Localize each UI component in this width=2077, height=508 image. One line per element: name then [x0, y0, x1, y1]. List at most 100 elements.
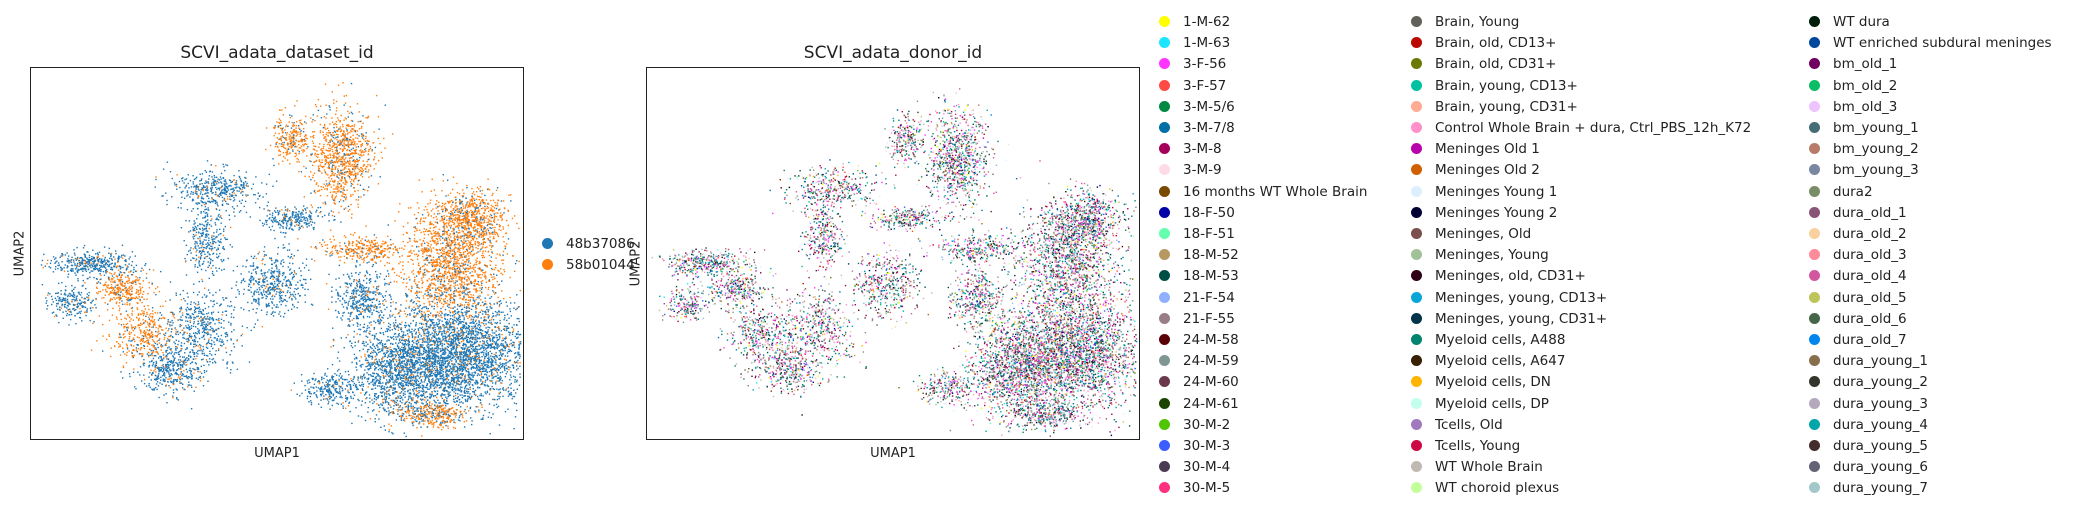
scatter-point: [392, 355, 394, 357]
scatter-point: [390, 367, 392, 369]
scatter-point: [274, 216, 276, 218]
scatter-point: [413, 346, 415, 348]
scatter-point: [415, 303, 418, 305]
panel1-title: SCVI_adata_dataset_id: [30, 43, 524, 63]
scatter-point: [510, 371, 512, 373]
scatter-point: [120, 313, 122, 316]
scatter-point: [384, 355, 386, 357]
scatter-point: [441, 372, 443, 374]
scatter-point: [271, 267, 273, 269]
scatter-point: [336, 402, 338, 404]
scatter-point: [453, 285, 455, 288]
scatter-point: [220, 222, 222, 224]
scatter-point: [413, 342, 415, 344]
scatter-point: [435, 322, 438, 324]
scatter-point: [127, 300, 129, 302]
scatter-point: [217, 178, 219, 180]
scatter-point: [177, 376, 180, 378]
scatter-point: [63, 267, 65, 269]
scatter-point: [453, 298, 455, 300]
scatter-point: [454, 401, 456, 403]
scatter-point: [135, 291, 138, 293]
scatter-point: [485, 352, 487, 354]
scatter-point: [190, 317, 192, 319]
scatter-point: [452, 384, 455, 386]
scatter-point: [220, 241, 222, 244]
scatter-point: [265, 285, 268, 288]
scatter-point: [368, 297, 370, 300]
scatter-point: [364, 148, 366, 151]
scatter-point: [494, 204, 497, 207]
scatter-point: [432, 361, 434, 363]
scatter-point: [135, 276, 137, 278]
scatter-point: [495, 322, 498, 325]
scatter-point: [338, 378, 340, 381]
scatter-point: [228, 179, 231, 181]
scatter-point: [382, 317, 384, 319]
scatter-point: [283, 271, 285, 274]
scatter-point: [190, 247, 192, 249]
scatter-point: [389, 386, 391, 388]
scatter-point: [250, 255, 253, 258]
scatter-point: [500, 353, 502, 355]
scatter-point: [489, 209, 491, 211]
scatter-point: [438, 296, 440, 298]
scatter-point: [128, 290, 130, 292]
scatter-point: [495, 341, 498, 343]
scatter-point: [261, 297, 263, 299]
scatter-point: [145, 263, 147, 265]
scatter-point: [476, 217, 479, 220]
scatter-point: [449, 370, 451, 372]
scatter-point: [222, 246, 225, 248]
scatter-point: [424, 315, 426, 317]
scatter-point: [482, 200, 484, 202]
scatter-point: [423, 423, 425, 425]
scatter-point: [469, 332, 472, 334]
scatter-point: [404, 324, 406, 327]
scatter-point: [492, 245, 494, 247]
scatter-point: [438, 268, 440, 270]
scatter-point: [195, 363, 197, 365]
scatter-point: [204, 287, 206, 289]
scatter-point: [426, 249, 429, 252]
scatter-point: [513, 346, 516, 348]
scatter-point: [203, 210, 205, 213]
scatter-point: [352, 160, 354, 162]
scatter-point: [350, 181, 352, 183]
scatter-point: [467, 306, 469, 308]
scatter-point: [335, 195, 338, 197]
scatter-point: [229, 198, 231, 200]
scatter-point: [501, 280, 503, 282]
scatter-point: [476, 383, 478, 385]
scatter-point: [330, 138, 332, 141]
scatter-point: [167, 319, 169, 321]
scatter-point: [456, 374, 458, 376]
scatter-point: [168, 378, 170, 380]
scatter-point: [206, 230, 209, 232]
scatter-point: [224, 183, 226, 185]
scatter-point: [131, 286, 133, 288]
scatter-point: [351, 319, 353, 321]
scatter-point: [456, 220, 458, 223]
scatter-point: [353, 299, 356, 301]
scatter-point: [488, 280, 491, 282]
scatter-point: [471, 346, 474, 348]
scatter-point: [464, 255, 466, 257]
scatter-point: [113, 287, 115, 289]
scatter-point: [459, 394, 461, 396]
scatter-point: [464, 278, 466, 280]
scatter-point: [321, 245, 323, 248]
scatter-point: [186, 357, 188, 359]
scatter-point: [204, 201, 206, 204]
scatter-point: [345, 251, 347, 253]
scatter-point: [134, 297, 136, 300]
scatter-point: [492, 364, 494, 366]
scatter-point: [433, 189, 436, 191]
scatter-point: [467, 333, 469, 335]
scatter-point: [465, 255, 467, 257]
scatter-point: [418, 384, 420, 387]
scatter-point: [386, 374, 389, 376]
scatter-point: [283, 141, 285, 144]
scatter-point: [400, 357, 402, 359]
scatter-point: [514, 376, 516, 378]
